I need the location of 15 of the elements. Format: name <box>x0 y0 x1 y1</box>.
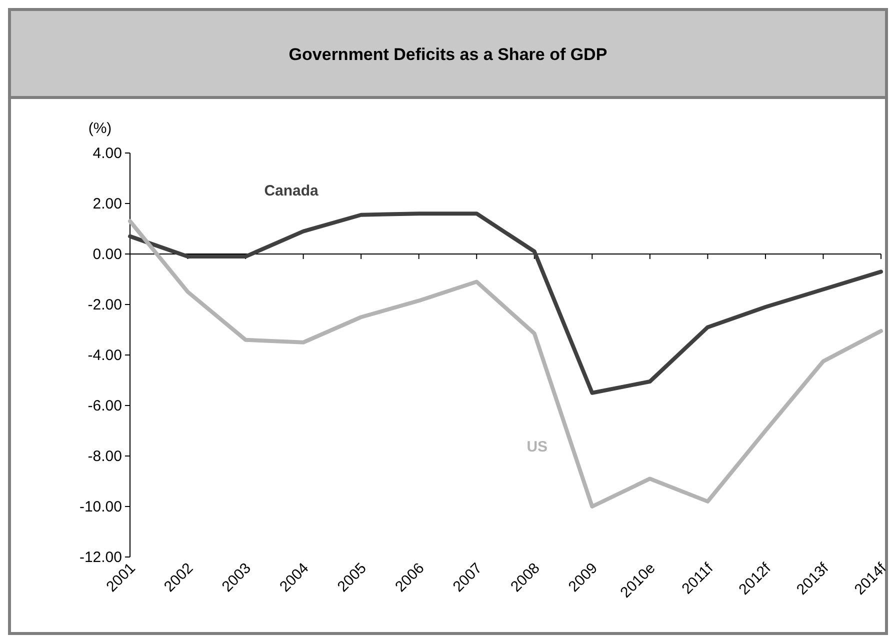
y-tick-label: -12.00 <box>79 549 122 566</box>
y-tick-label: -2.00 <box>88 296 122 314</box>
series-label: Canada <box>264 182 320 200</box>
y-tick-label: -10.00 <box>79 498 122 516</box>
y-tick-label: 2.00 <box>92 196 122 212</box>
y-tick-label: -4.00 <box>88 347 122 364</box>
y-tick-label: -8.00 <box>88 448 122 465</box>
line-series <box>128 212 883 395</box>
line-series <box>128 219 883 508</box>
y-tick-label: 4.00 <box>92 145 122 162</box>
y-axis-title: (%) <box>88 120 112 137</box>
y-tick-label: -6.00 <box>88 398 122 414</box>
series-label: US <box>526 438 548 456</box>
chart-title: Government Deficits as a Share of GDP <box>288 45 608 64</box>
y-tick-label: 0.00 <box>92 246 122 263</box>
